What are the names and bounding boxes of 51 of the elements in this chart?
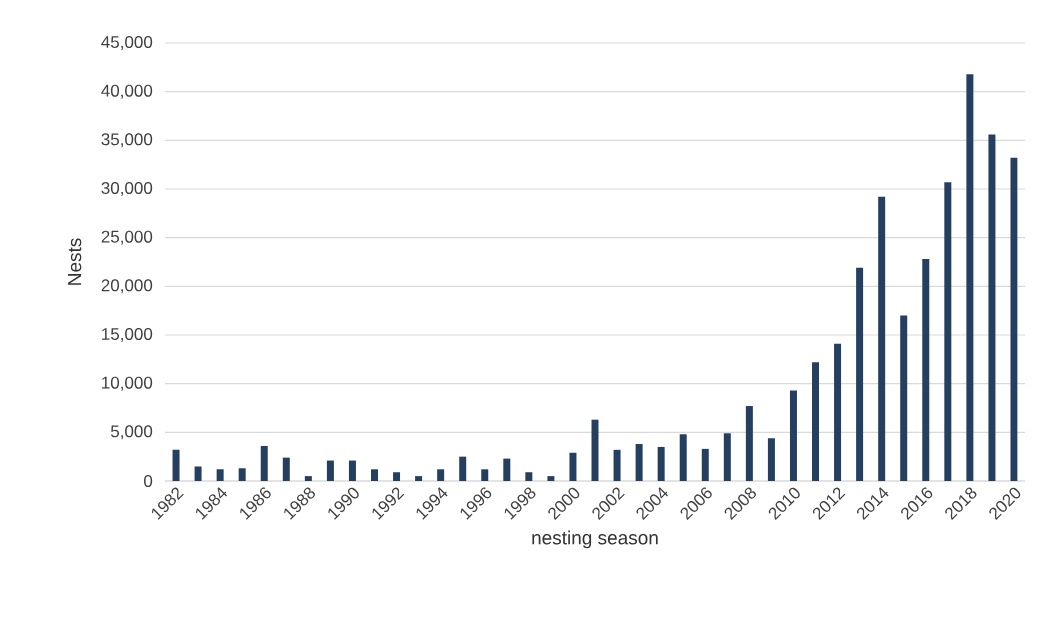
bar: [304, 476, 312, 481]
bar: [988, 134, 996, 481]
bar: [701, 448, 709, 481]
bar: [172, 449, 180, 481]
bar: [459, 456, 467, 481]
bar: [525, 472, 533, 481]
bar: [878, 196, 886, 481]
bar: [635, 444, 643, 481]
bar: [944, 182, 952, 481]
bar: [900, 315, 908, 481]
bar: [966, 74, 974, 481]
y-tick-label: 10,000: [102, 376, 153, 391]
y-tick-label: 20,000: [101, 279, 153, 294]
bar: [260, 445, 268, 481]
bar: [1010, 157, 1018, 481]
bar: [812, 362, 820, 481]
bar: [503, 458, 511, 481]
bar: [657, 446, 665, 481]
bar: [282, 457, 290, 481]
y-tick-label: 30,000: [101, 181, 153, 197]
bar: [922, 259, 930, 481]
x-axis-title: nesting season: [532, 530, 658, 549]
bar: [767, 438, 775, 481]
y-tick-label: 45,000: [101, 35, 153, 51]
y-tick-label: 25,000: [101, 230, 153, 245]
bar: [437, 469, 445, 481]
bar: [415, 476, 423, 481]
bar: [569, 452, 577, 481]
y-tick-label: 5,000: [110, 425, 153, 440]
bar: [834, 343, 842, 481]
bar: [481, 469, 489, 481]
bar: [856, 267, 864, 481]
bar: [745, 406, 753, 481]
bar: [371, 469, 378, 481]
bar: [348, 460, 356, 481]
y-tick-label: 35,000: [101, 133, 153, 148]
bar: [679, 434, 687, 481]
bar: [613, 449, 621, 481]
bar: [326, 460, 334, 481]
bar: [393, 472, 401, 481]
bar: [789, 390, 797, 481]
y-axis-title: Nests: [68, 238, 82, 285]
bar: [194, 466, 202, 481]
y-tick-label: 0: [144, 474, 153, 488]
y-tick-label: 15,000: [102, 327, 153, 343]
bar: [216, 469, 224, 481]
bar: [723, 433, 731, 481]
y-tick-label: 40,000: [101, 84, 153, 99]
bar: [591, 419, 599, 481]
bar: [547, 476, 555, 481]
bar: [238, 468, 246, 481]
